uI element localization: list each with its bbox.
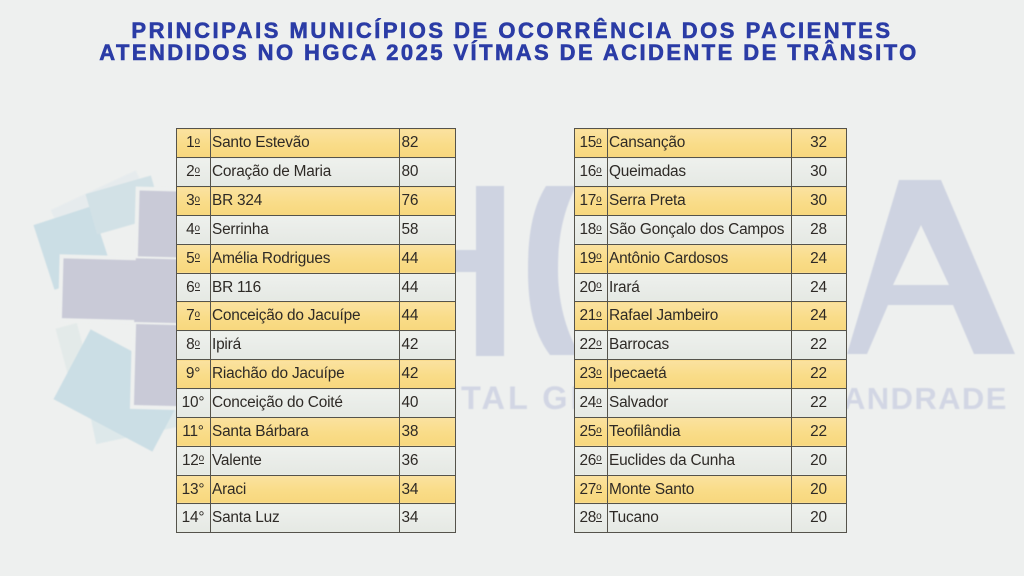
- svg-text:ITAL GE: ITAL GE: [449, 380, 595, 416]
- svg-text:ANDRADE: ANDRADE: [843, 381, 1008, 416]
